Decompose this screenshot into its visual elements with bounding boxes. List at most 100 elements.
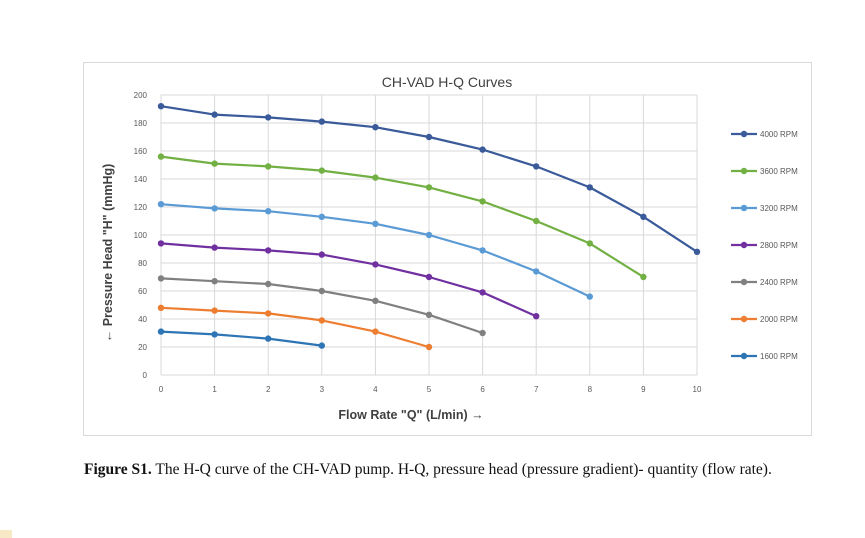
y-axis-label: ← Pressure Head "H" (mmHg) — [101, 164, 115, 343]
data-point — [211, 331, 218, 338]
y-tick-label: 0 — [143, 371, 148, 380]
data-point — [318, 118, 325, 125]
legend-marker — [740, 241, 748, 249]
series-1600-rpm — [157, 328, 325, 349]
data-point — [533, 163, 540, 170]
data-point — [479, 146, 486, 153]
data-point — [318, 342, 325, 349]
data-point — [372, 174, 379, 181]
data-point — [693, 248, 701, 255]
data-point — [372, 220, 379, 227]
data-point — [586, 240, 593, 247]
legend-label: 2800 RPM — [760, 241, 798, 250]
data-point — [318, 287, 325, 295]
data-point — [372, 297, 379, 304]
data-point — [318, 251, 325, 258]
x-tick-label: 3 — [320, 385, 325, 394]
data-point — [479, 247, 486, 254]
data-point — [157, 275, 165, 282]
series-line — [160, 155, 644, 278]
data-point — [211, 278, 218, 285]
legend-label: 1600 RPM — [760, 352, 798, 361]
series-2400-rpm — [157, 275, 486, 337]
x-tick-label: 2 — [266, 385, 271, 394]
series-3600-rpm — [157, 153, 647, 281]
series-4000-rpm — [157, 103, 701, 255]
y-tick-label: 100 — [134, 231, 148, 240]
y-tick-label: 140 — [134, 175, 148, 184]
chart-title: CH-VAD H-Q Curves — [382, 74, 512, 90]
data-point — [533, 217, 540, 225]
data-point — [318, 213, 325, 220]
edge-strip — [0, 530, 12, 538]
x-tick-label: 10 — [693, 385, 702, 394]
data-point — [211, 111, 218, 118]
legend-label: 3600 RPM — [760, 167, 798, 176]
data-point — [157, 153, 165, 160]
legend-label: 2000 RPM — [760, 315, 798, 324]
legend: 4000 RPM 3600 RPM 3200 RPM 2800 RPM 2400 RPM… — [731, 130, 798, 361]
series-line — [160, 242, 537, 318]
x-tick-label: 7 — [534, 385, 539, 394]
data-point — [425, 343, 433, 351]
data-point — [318, 167, 325, 174]
legend-label: 3200 RPM — [760, 204, 798, 213]
data-point — [265, 163, 272, 170]
x-tick-label: 1 — [212, 385, 217, 394]
legend-entry: 4000 RPM — [731, 130, 798, 139]
data-point — [265, 310, 272, 317]
data-point — [533, 268, 540, 275]
series-3200-rpm — [157, 201, 593, 300]
legend-marker — [740, 167, 748, 175]
data-point — [211, 244, 218, 251]
data-point — [479, 198, 486, 205]
x-tick-label: 0 — [159, 385, 164, 394]
data-point — [265, 247, 272, 254]
legend-marker — [740, 352, 748, 360]
x-tick-label: 9 — [641, 385, 646, 394]
data-point — [211, 205, 218, 212]
data-point — [265, 335, 272, 342]
data-point — [372, 328, 379, 335]
data-point — [157, 304, 165, 311]
data-point — [425, 133, 433, 141]
data-point — [425, 273, 433, 281]
data-point — [425, 184, 433, 191]
y-tick-label: 120 — [134, 203, 148, 212]
y-tick-label: 40 — [138, 315, 147, 324]
data-point — [157, 201, 165, 208]
caption-text: The H-Q curve of the CH-VAD pump. H-Q, p… — [151, 461, 772, 478]
legend-entry: 3200 RPM — [731, 204, 798, 213]
y-tick-label: 160 — [134, 147, 148, 156]
data-point — [211, 307, 218, 314]
legend-entry: 2400 RPM — [731, 278, 798, 287]
data-point — [479, 289, 486, 296]
data-point — [157, 240, 165, 247]
series-line — [160, 330, 322, 347]
legend-label: 4000 RPM — [760, 130, 798, 139]
tick-labels: 0 20 40 60 80 100 120 140 160 180 200 0 1 2 3 4 5 6 7 8 9 10 — [134, 91, 702, 394]
data-point — [640, 273, 647, 281]
series-line — [160, 306, 430, 349]
data-point — [318, 317, 325, 324]
data-point — [533, 313, 540, 320]
data-point — [157, 103, 165, 110]
legend-entry: 2000 RPM — [731, 315, 798, 324]
y-tick-label: 200 — [134, 91, 148, 100]
legend-entry: 1600 RPM — [731, 352, 798, 361]
y-tick-label: 20 — [138, 343, 147, 352]
y-tick-label: 180 — [134, 119, 148, 128]
caption-label: Figure S1. — [84, 461, 152, 478]
figure-panel: 0 20 40 60 80 100 120 140 160 180 200 0 1 2 3 4 5 6 7 8 9 10 … — [83, 62, 812, 436]
data-point — [372, 261, 379, 268]
legend-marker — [740, 278, 748, 286]
data-point — [372, 124, 379, 131]
data-point — [586, 184, 593, 191]
legend-entry: 2800 RPM — [731, 241, 798, 250]
x-axis-label: Flow Rate "Q" (L/min) → — [338, 408, 483, 422]
x-tick-label: 6 — [480, 385, 485, 394]
y-tick-label: 60 — [138, 287, 147, 296]
data-point — [211, 160, 218, 167]
y-tick-label: 80 — [138, 259, 147, 268]
